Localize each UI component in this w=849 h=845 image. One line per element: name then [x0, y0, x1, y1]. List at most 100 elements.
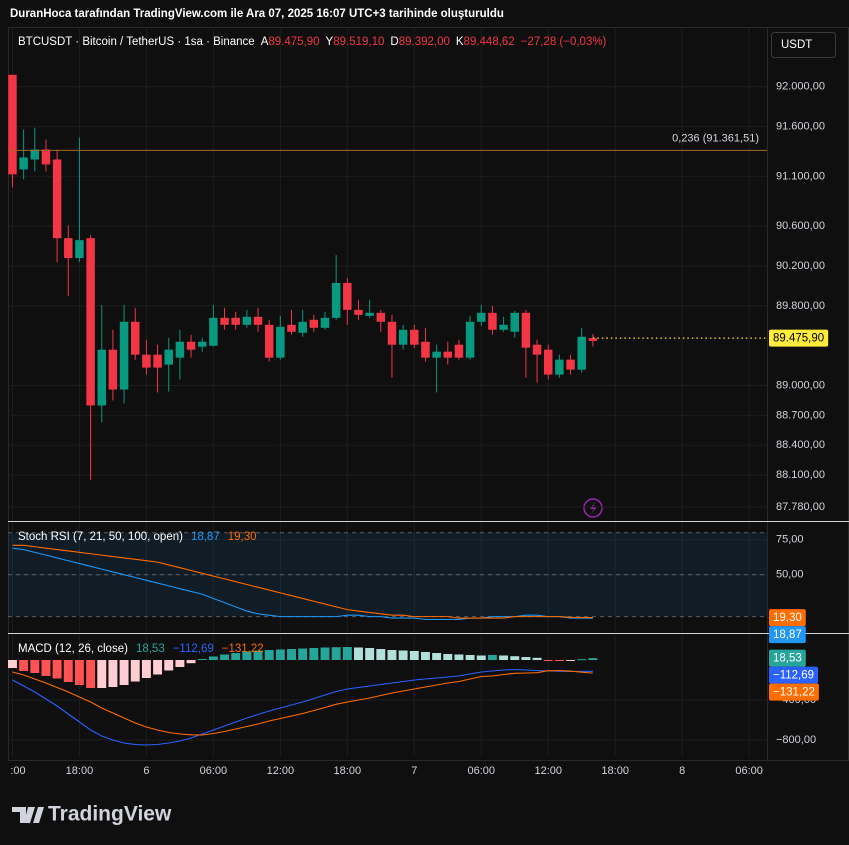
histogram-bar: [487, 655, 497, 660]
histogram-bar: [320, 647, 330, 660]
legend-item: −27,28 (−0,03%): [521, 36, 607, 48]
legend-item: MACD (12, 26, close): [18, 643, 128, 655]
histogram-bar: [108, 660, 118, 687]
y-tick-label: 87.780,00: [776, 501, 825, 513]
x-tick-label: 18:00: [66, 765, 94, 777]
candle-body: [454, 344, 464, 358]
y-tick-label: 91.600,00: [776, 121, 825, 133]
candle-body: [175, 341, 185, 358]
histogram-bar: [74, 660, 84, 685]
candle-body: [477, 312, 486, 322]
legend-item: 89.392,00: [399, 36, 450, 48]
legend-item: Stoch RSI (7, 21, 50, 100, open): [18, 531, 183, 543]
legend-item: 19,30: [228, 531, 257, 543]
legend: MACD (12, 26, close) 18,53 −112,69 −131,22: [18, 643, 264, 655]
y-tick-label: 89.800,00: [776, 300, 825, 312]
candle-body: [521, 312, 531, 348]
histogram-bar: [521, 657, 531, 660]
candle-body: [220, 317, 229, 325]
legend-item: 18,87: [191, 531, 220, 543]
x-tick-label: 12:00: [534, 765, 562, 777]
pane: [8, 635, 767, 757]
price-label: −112,69: [769, 666, 819, 684]
candle-body: [97, 349, 107, 406]
histogram-bar: [275, 649, 285, 660]
histogram-bar: [298, 648, 308, 660]
price-label-box: [769, 683, 819, 701]
legend-item: −112,69: [173, 643, 214, 655]
histogram-bar: [175, 660, 185, 667]
price-label-box: [769, 649, 806, 667]
brand-name: TradingView: [48, 803, 172, 826]
price-label: 89.475,90: [769, 329, 829, 347]
x-tick-label: 06:00: [467, 765, 495, 777]
candle-body: [354, 309, 363, 315]
histogram-bar: [231, 653, 241, 660]
histogram-bar: [588, 658, 598, 660]
legend-item: D: [390, 36, 398, 48]
series-line: [12, 547, 593, 620]
price-label-text: 89.475,90: [773, 333, 824, 345]
candle-body: [209, 317, 218, 346]
candle-body: [186, 341, 196, 350]
histogram-bar: [164, 660, 174, 671]
candle-body: [64, 238, 73, 259]
y-tick-label: 91.100,00: [776, 170, 825, 182]
x-tick-label: 06:00: [735, 765, 763, 777]
histogram-bar: [409, 651, 419, 660]
candle-body: [276, 326, 285, 358]
candle-body: [264, 324, 274, 358]
price-label-text: 18,87: [773, 629, 802, 641]
candle-body: [309, 319, 319, 328]
candle-body: [231, 317, 240, 325]
legend: Stoch RSI (7, 21, 50, 100, open) 18,87 19,…: [18, 531, 257, 543]
brand-logo: TradingView: [12, 803, 172, 826]
button-label[interactable]: USDT: [781, 39, 812, 51]
price-label-text: −112,69: [773, 670, 814, 682]
candle-body: [8, 74, 17, 175]
candle-body: [421, 341, 430, 358]
icon-ring[interactable]: [583, 498, 603, 518]
legend-item: Y: [326, 36, 334, 48]
candle-body: [164, 349, 173, 365]
y-tick-label: 50,00: [776, 569, 804, 581]
histogram-bar: [242, 651, 252, 660]
currency-button[interactable]: USDT: [771, 32, 836, 58]
legend-item: K: [456, 36, 464, 48]
x-tick-label: 7: [411, 765, 417, 777]
candle-body: [242, 316, 252, 325]
price-label: 19,30: [769, 609, 806, 627]
histogram-bar: [197, 659, 207, 660]
legend-item: −131,22: [222, 643, 264, 655]
legend-item: BTCUSDT · Bitcoin / TetherUS · 1sa · Bin…: [18, 36, 255, 48]
legend-item: 89.519,10: [333, 36, 384, 48]
candle-body: [465, 321, 475, 358]
legend-item: 89.448,62: [464, 36, 515, 48]
histogram-bar: [208, 656, 218, 660]
icon-bolt[interactable]: [590, 502, 597, 514]
y-tick-label: 88.700,00: [776, 409, 825, 421]
histogram-bar: [465, 655, 475, 660]
histogram-bar: [253, 650, 263, 660]
candle-body: [499, 324, 508, 330]
x-tick-label: 8: [679, 765, 685, 777]
y-tick-label: 90.200,00: [776, 260, 825, 272]
histogram-bar: [186, 660, 196, 664]
histogram-bar: [63, 660, 73, 682]
chart-frame: [8, 27, 849, 761]
candle-body: [287, 324, 296, 332]
histogram-bar: [510, 656, 520, 660]
y-tick-label: 88.100,00: [776, 469, 825, 481]
histogram-bar: [454, 654, 464, 660]
alert-icon[interactable]: [583, 498, 603, 518]
price-label: 18,53: [769, 649, 806, 667]
candle-body: [108, 349, 118, 390]
histogram-bar: [86, 660, 96, 688]
candle-body: [376, 312, 386, 322]
button-frame[interactable]: [771, 32, 836, 58]
histogram-bar: [130, 660, 140, 682]
candle-body: [298, 321, 307, 333]
y-tick-label: 88.400,00: [776, 439, 825, 451]
candle-body: [131, 321, 140, 355]
